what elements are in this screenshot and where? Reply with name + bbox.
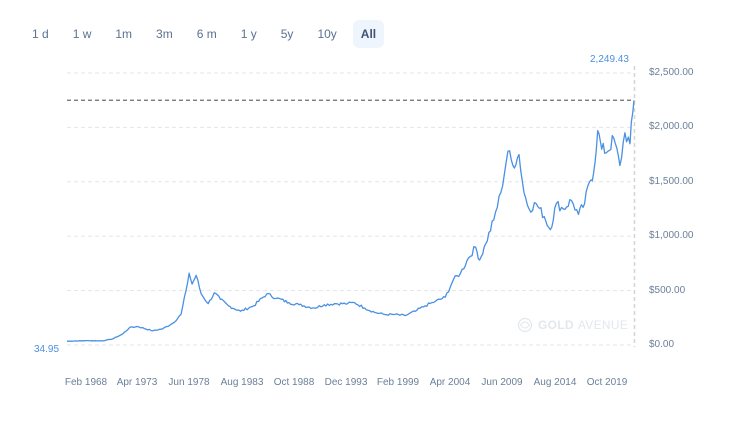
range-button-1w[interactable]: 1 w xyxy=(72,27,92,41)
range-button-1y[interactable]: 1 y xyxy=(240,27,257,41)
x-axis-label: Jun 1978 xyxy=(168,377,210,388)
x-axis-label: Oct 2019 xyxy=(586,377,628,388)
y-axis-label-0: $0.00 xyxy=(649,339,675,350)
x-axis-label: Jun 2009 xyxy=(481,377,523,388)
x-axis-label: Feb 1999 xyxy=(376,377,420,388)
x-axis-label: Apr 2004 xyxy=(429,377,471,388)
y-axis-label-2500: $2,500.00 xyxy=(649,67,694,78)
range-button-1m[interactable]: 1m xyxy=(115,27,133,41)
range-button-3m[interactable]: 3m xyxy=(156,27,173,41)
range-button-6m[interactable]: 6 m xyxy=(196,27,217,41)
range-button-1d[interactable]: 1 d xyxy=(32,27,49,41)
x-axis-label: Aug 1983 xyxy=(220,377,264,388)
x-axis-label: Feb 1968 xyxy=(64,377,108,388)
y-axis-label-1000: $1,000.00 xyxy=(649,230,694,241)
y-axis-label-500: $500.00 xyxy=(649,285,686,296)
x-axis-label: Oct 1988 xyxy=(273,377,315,388)
grid-lines xyxy=(67,72,634,346)
range-button-10y[interactable]: 10y xyxy=(317,27,337,41)
time-range-selector: 1 d 1 w 1m 3m 6 m 1 y 5y 10y All xyxy=(24,20,392,48)
range-button-5y[interactable]: 5y xyxy=(280,27,294,41)
price-line[interactable] xyxy=(67,100,635,342)
gold-avenue-watermark: GOLD AVENUE xyxy=(517,317,628,333)
x-axis-label: Aug 2014 xyxy=(533,377,577,388)
x-axis-label: Dec 1993 xyxy=(324,377,368,388)
y-axis-label-2000: $2,000.00 xyxy=(649,121,694,132)
watermark-bold-text: GOLD xyxy=(538,318,574,332)
gold-avenue-logo-icon xyxy=(517,317,533,333)
last-value-label: 2,249.43 xyxy=(590,54,629,65)
y-axis-label-1500: $1,500.00 xyxy=(649,176,694,187)
watermark-light-text: AVENUE xyxy=(577,318,629,332)
first-value-label: 34.95 xyxy=(34,344,60,355)
x-axis-label: Apr 1973 xyxy=(116,377,158,388)
range-button-all[interactable]: All xyxy=(352,20,385,48)
